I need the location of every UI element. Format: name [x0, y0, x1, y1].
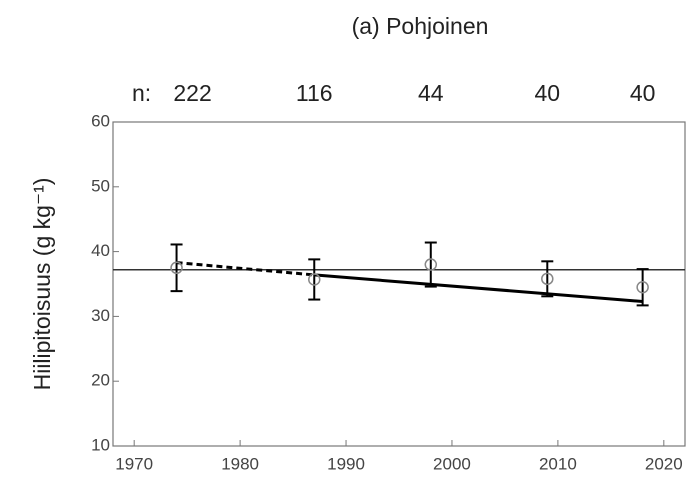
- n-prefix: n:: [132, 80, 151, 106]
- y-tick-label: 10: [91, 435, 110, 454]
- point: [308, 273, 321, 286]
- x-tick-label: 1980: [221, 454, 259, 473]
- y-tick-label: 40: [91, 241, 110, 260]
- n-label: 222: [173, 80, 211, 106]
- y-axis-label: Hiilipitoisuus (g kg⁻¹): [29, 178, 55, 391]
- trend-line: [176, 261, 315, 277]
- x-tick-label: 2010: [539, 454, 577, 473]
- y-tick-label: 20: [91, 371, 110, 390]
- point: [424, 258, 438, 271]
- chart-title: (a) Pohjoinen: [352, 13, 489, 39]
- n-label: 40: [630, 80, 656, 106]
- x-tick-label: 2000: [433, 454, 471, 473]
- n-label: 116: [296, 80, 333, 106]
- y-tick-label: 60: [91, 111, 110, 130]
- point: [170, 261, 183, 275]
- y-tick-label: 50: [91, 176, 110, 195]
- x-tick-label: 1970: [115, 454, 153, 473]
- n-label: 44: [418, 80, 444, 106]
- point: [636, 280, 649, 294]
- y-tick-label: 30: [91, 306, 110, 325]
- point: [541, 272, 554, 286]
- x-tick-label: 2020: [645, 454, 683, 473]
- n-label: 40: [534, 80, 560, 106]
- trend-line: [314, 273, 643, 303]
- plot-frame: [112, 121, 686, 447]
- x-tick-label: 1990: [327, 454, 365, 473]
